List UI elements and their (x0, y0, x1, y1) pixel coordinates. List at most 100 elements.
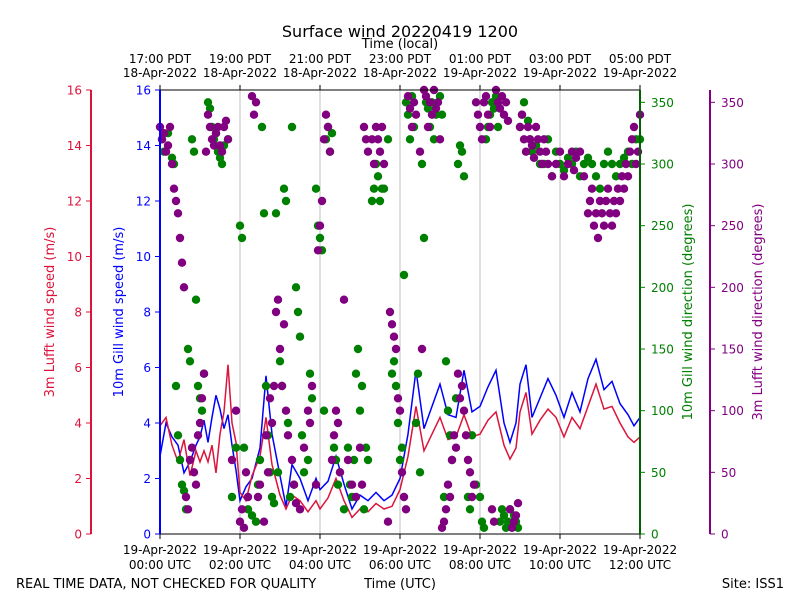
3m-lufft-wind-direction-point (389, 332, 399, 341)
3m-lufft-wind-direction-point (531, 122, 541, 132)
3m-lufft-wind-direction-point (595, 196, 605, 206)
3m-lufft-wind-direction-point (485, 122, 495, 132)
10m-gill-wind-direction-point (295, 332, 305, 341)
3m-lufft-wind-direction-point (305, 418, 315, 428)
3m-lufft-wind-direction-point (275, 344, 285, 354)
10m-gill-wind-direction-point (275, 357, 285, 366)
top-tick-time: 23:00 PDT (369, 52, 432, 66)
top-tick-date: 18-Apr-2022 (363, 66, 437, 80)
3m-lufft-wind-direction-point (489, 517, 499, 526)
left-inner-tick-label: 8 (143, 306, 151, 320)
3m-lufft-wind-direction-point (537, 159, 547, 169)
3m-lufft-wind-direction-point (571, 153, 581, 162)
3m-lufft-wind-direction-point (327, 455, 337, 465)
top-tick-time: 21:00 PDT (289, 52, 352, 66)
quality-note: REAL TIME DATA, NOT CHECKED FOR QUALITY (16, 577, 316, 592)
10m-gill-wind-direction-point (361, 443, 371, 452)
bottom-axis-label: Time (UTC) (363, 577, 436, 592)
3m-lufft-wind-direction-point (249, 110, 259, 119)
3m-lufft-wind-direction-point (313, 246, 323, 255)
bottom-tick-time: 06:00 UTC (369, 558, 431, 572)
3m-lufft-wind-direction-point (385, 307, 395, 317)
10m-gill-wind-direction-point (173, 431, 183, 440)
3m-lufft-wind-direction-point (399, 492, 409, 502)
3m-lufft-wind-direction-point (501, 98, 511, 107)
top-tick-time: 03:00 PDT (529, 52, 592, 66)
3m-lufft-wind-direction-point (481, 92, 491, 101)
3m-lufft-wind-direction-point (247, 92, 257, 101)
3m-lufft-wind-direction-point (469, 480, 479, 489)
10m-gill-wind-direction-point (191, 295, 201, 304)
left-outer-axis-label: 3m Lufft wind speed (m/s) (43, 227, 58, 398)
10m-gill-wind-direction-point (171, 381, 181, 391)
bottom-tick-date: 19-Apr-2022 (603, 543, 677, 557)
right-outer-tick-label: 0 (721, 528, 729, 542)
3m-lufft-wind-direction-point (179, 283, 189, 292)
right-outer-tick-label: 350 (721, 96, 744, 110)
top-tick-time: 19:00 PDT (209, 52, 272, 66)
bottom-tick-time: 10:00 UTC (529, 558, 591, 572)
3m-lufft-wind-direction-point (177, 258, 187, 267)
3m-lufft-wind-direction-point (415, 147, 425, 156)
3m-lufft-wind-direction-point (629, 122, 639, 132)
3m-lufft-wind-direction-point (551, 159, 561, 169)
3m-lufft-wind-direction-point (361, 135, 371, 144)
3m-lufft-wind-direction-point (227, 455, 237, 465)
10m-gill-wind-direction-point (519, 98, 529, 107)
10m-gill-wind-direction-point (443, 406, 453, 415)
3m-lufft-wind-direction-point (443, 480, 453, 489)
bottom-tick-time: 08:00 UTC (449, 558, 511, 572)
3m-lufft-wind-direction-point (487, 505, 497, 514)
3m-lufft-wind-direction-point (311, 480, 321, 489)
3m-lufft-wind-direction-point (255, 480, 265, 489)
3m-lufft-wind-direction-point (535, 147, 545, 156)
10m-gill-wind-direction-point (563, 153, 573, 162)
3m-lufft-wind-direction-point (359, 122, 369, 132)
3m-lufft-wind-direction-point (569, 166, 579, 175)
10m-gill-wind-direction-point (333, 480, 343, 489)
3m-lufft-wind-direction-point (625, 147, 635, 156)
bottom-tick-date: 19-Apr-2022 (203, 543, 277, 557)
10m-gill-wind-direction-point (499, 511, 509, 520)
3m-lufft-wind-direction-point (189, 468, 199, 477)
3m-lufft-wind-direction-point (363, 147, 373, 156)
10m-gill-wind-direction-point (389, 357, 399, 366)
10m-gill-wind-direction-point (441, 357, 451, 366)
10m-gill-wind-direction-point (523, 116, 533, 126)
3m-lufft-wind-direction-point (295, 505, 305, 514)
3m-lufft-wind-direction-point (369, 159, 379, 169)
3m-lufft-wind-direction-point (411, 110, 421, 119)
10m-gill-wind-direction-point (261, 381, 271, 391)
10m-gill-wind-direction-point (279, 184, 289, 193)
left-outer-tick-label: 8 (74, 306, 82, 320)
3m-lufft-wind-direction-point (281, 406, 291, 415)
3m-lufft-wind-direction-point (427, 110, 437, 119)
top-tick-date: 19-Apr-2022 (443, 66, 517, 80)
3m-lufft-wind-direction-point (377, 122, 387, 132)
10m-gill-wind-direction-point (391, 381, 401, 391)
3m-lufft-wind-direction-point (593, 233, 603, 243)
10m-gill-wind-direction-point (411, 418, 421, 428)
10m-gill-wind-direction-point (413, 369, 423, 378)
3m-lufft-wind-direction-point (511, 511, 521, 520)
3m-lufft-wind-direction-point (615, 196, 625, 206)
3m-lufft-wind-direction-point (395, 406, 405, 415)
3m-lufft-wind-direction-point (329, 431, 339, 440)
10m-gill-wind-direction-point (187, 135, 197, 144)
10m-gill-wind-direction-point (311, 184, 321, 193)
3m-lufft-wind-direction-point (159, 129, 169, 138)
10m-gill-wind-direction-point (273, 468, 283, 477)
3m-lufft-wind-direction-point (605, 209, 615, 218)
10m-gill-wind-direction-point (175, 455, 185, 465)
left-inner-tick-label: 14 (136, 139, 151, 153)
10m-gill-wind-direction-point (235, 221, 245, 230)
3m-lufft-wind-direction-point (351, 492, 361, 502)
10m-gill-wind-direction-point (327, 129, 337, 138)
10m-gill-wind-direction-point (459, 172, 469, 181)
3m-lufft-wind-direction-point (517, 110, 527, 119)
10m-gill-wind-direction-point (583, 153, 593, 162)
left-outer-tick-label: 2 (74, 472, 82, 486)
3m-lufft-wind-direction-point (375, 147, 385, 156)
3m-lufft-wind-direction-point (423, 122, 433, 132)
right-inner-tick-label: 50 (651, 466, 666, 480)
